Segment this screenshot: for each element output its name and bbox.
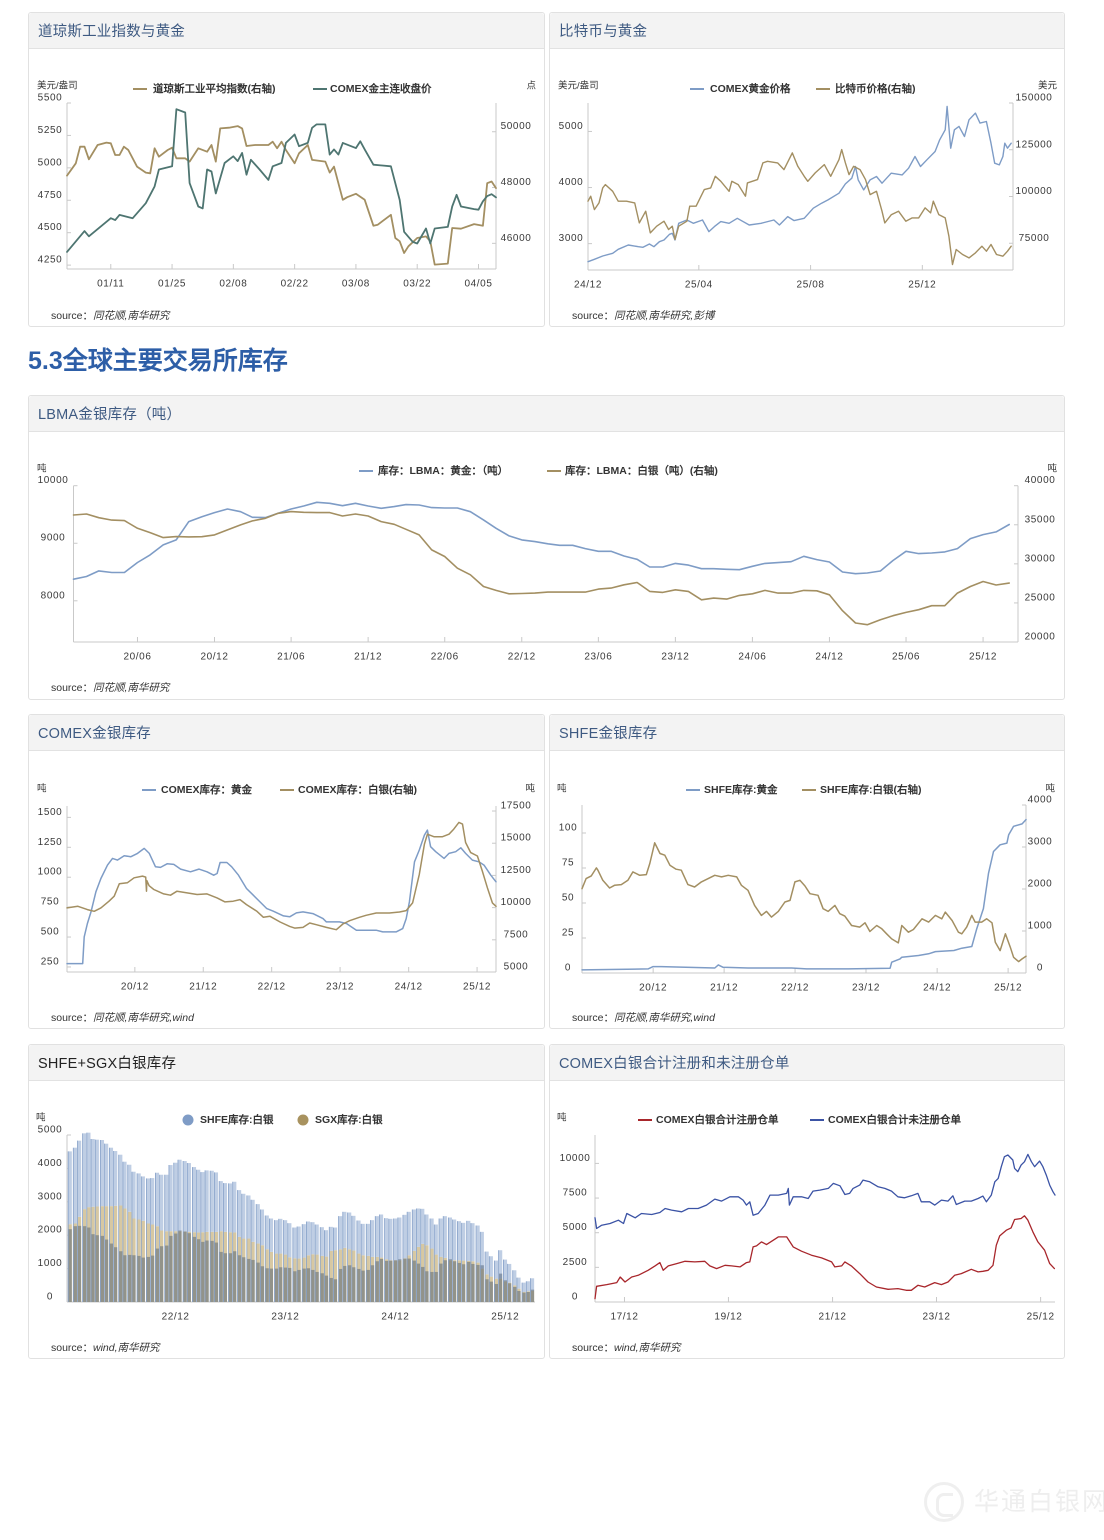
panel-shfe-inventory: SHFE金银库存 source：同花顺,南华研究,wind bbox=[549, 714, 1065, 1029]
panel-comex-inventory: COMEX金银库存 source：同花顺,南华研究,wind bbox=[28, 714, 545, 1029]
source-text: 同花顺,南华研究 bbox=[93, 682, 170, 694]
source-note: source：同花顺,南华研究,wind bbox=[51, 1010, 194, 1026]
source-text: 同花顺,南华研究,wind bbox=[614, 1012, 715, 1024]
source-note: source：wind,南华研究 bbox=[51, 1340, 160, 1356]
source-label: source： bbox=[572, 1012, 615, 1024]
source-note: source：wind,南华研究 bbox=[572, 1340, 681, 1356]
source-text: wind,南华研究 bbox=[93, 1342, 160, 1354]
panel-header: LBMA金银库存（吨） bbox=[29, 396, 1064, 432]
panel-header: SHFE金银库存 bbox=[550, 715, 1064, 751]
panel-header: COMEX白银合计注册和未注册仓单 bbox=[550, 1045, 1064, 1081]
panel-header: COMEX金银库存 bbox=[29, 715, 544, 751]
source-label: source： bbox=[51, 1012, 94, 1024]
panel-title: COMEX金银库存 bbox=[38, 726, 151, 742]
source-text: wind,南华研究 bbox=[614, 1342, 681, 1354]
watermark-logo-icon bbox=[924, 1482, 964, 1522]
panel-lbma-inventory: LBMA金银库存（吨） source：同花顺,南华研究 bbox=[28, 395, 1065, 700]
panel-shfe-sgx-silver: SHFE+SGX白银库存 source：wind,南华研究 bbox=[28, 1044, 545, 1359]
source-note: source：同花顺,南华研究,wind bbox=[572, 1010, 715, 1026]
source-label: source： bbox=[51, 310, 94, 322]
panel-dow-gold: 道琼斯工业指数与黄金 source：同花顺,南华研究 bbox=[28, 12, 545, 327]
section-heading: 5.3全球主要交易所库存 bbox=[28, 347, 288, 375]
source-text: 同花顺,南华研究,彭博 bbox=[614, 310, 715, 322]
panel-title: 道琼斯工业指数与黄金 bbox=[38, 24, 185, 40]
source-note: source：同花顺,南华研究,彭博 bbox=[572, 308, 714, 324]
source-label: source： bbox=[572, 1342, 615, 1354]
source-label: source： bbox=[51, 682, 94, 694]
source-text: 同花顺,南华研究 bbox=[93, 310, 170, 322]
panel-title: COMEX白银合计注册和未注册仓单 bbox=[559, 1056, 790, 1072]
source-text: 同花顺,南华研究,wind bbox=[93, 1012, 194, 1024]
source-note: source：同花顺,南华研究 bbox=[51, 680, 169, 696]
panel-title: SHFE金银库存 bbox=[559, 726, 658, 742]
panel-title: SHFE+SGX白银库存 bbox=[38, 1056, 177, 1072]
watermark: 华通白银网 bbox=[922, 1478, 1104, 1534]
watermark-text: 华通白银网 bbox=[974, 1488, 1104, 1516]
source-label: source： bbox=[51, 1342, 94, 1354]
panel-header: 道琼斯工业指数与黄金 bbox=[29, 13, 544, 49]
panel-comex-silver-warrants: COMEX白银合计注册和未注册仓单 source：wind,南华研究 bbox=[549, 1044, 1065, 1359]
panel-header: 比特币与黄金 bbox=[550, 13, 1064, 49]
source-note: source：同花顺,南华研究 bbox=[51, 308, 169, 324]
panel-title: LBMA金银库存（吨） bbox=[38, 407, 182, 423]
panel-bitcoin-gold: 比特币与黄金 source：同花顺,南华研究,彭博 bbox=[549, 12, 1065, 327]
panel-header: SHFE+SGX白银库存 bbox=[29, 1045, 544, 1081]
panel-title: 比特币与黄金 bbox=[559, 24, 648, 40]
source-label: source： bbox=[572, 310, 615, 322]
